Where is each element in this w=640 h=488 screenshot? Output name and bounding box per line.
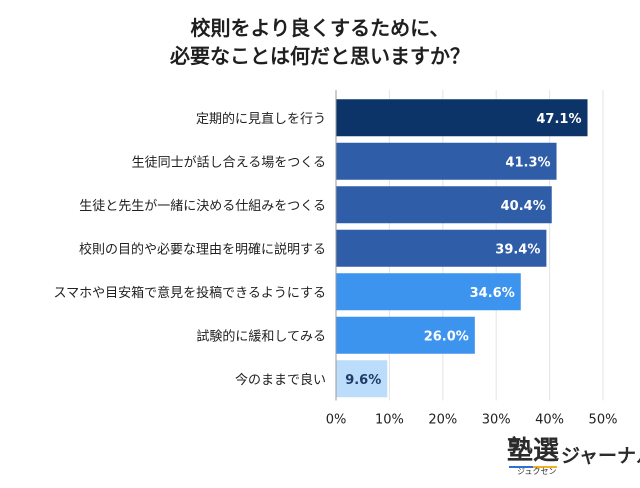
value-label-2: 40.4%	[501, 199, 546, 214]
chart-title-line-1: 校則をより良くするために、	[190, 16, 450, 40]
category-label-2: 生徒と先生が一緒に決める仕組みをつくる	[79, 199, 326, 214]
x-tick-label-4: 40%	[535, 413, 564, 428]
value-label-6: 9.6%	[345, 373, 381, 388]
value-label-5: 26.0%	[424, 329, 469, 344]
x-tick-label-2: 20%	[428, 413, 457, 428]
value-label-3: 39.4%	[495, 242, 540, 257]
category-label-5: 試験的に緩和してみる	[196, 328, 326, 344]
bar-2	[336, 186, 552, 224]
logo-underline	[509, 466, 557, 468]
logo-kana: ジャーナル	[561, 445, 640, 467]
chart-title-line-2: 必要なことは何だと思いますか？	[170, 44, 470, 68]
bar-6	[336, 360, 388, 398]
logo-kanji: 塾選	[507, 436, 560, 466]
category-label-6: 今のままで良い	[235, 372, 326, 388]
brand-logo: 塾選 ジュクセン ジャーナル	[505, 436, 640, 482]
chart-title: 校則をより良くするために、 必要なことは何だと思いますか？	[0, 14, 640, 70]
bar-1	[336, 142, 557, 180]
bar-3	[336, 229, 547, 267]
bar-5	[336, 316, 475, 354]
category-label-3: 校則の目的や必要な理由を明確に説明する	[79, 241, 326, 257]
logo-reading: ジュクセン	[517, 467, 557, 476]
x-tick-label-5: 50%	[589, 413, 618, 428]
category-label-4: スマホや目安箱で意見を投稿できるようにする	[54, 285, 326, 301]
x-tick-label-3: 30%	[482, 413, 511, 428]
bar-4	[336, 273, 521, 311]
value-label-4: 34.6%	[470, 286, 515, 301]
bar-0	[336, 99, 588, 137]
x-tick-label-0: 0%	[326, 413, 347, 428]
value-label-0: 47.1%	[536, 112, 581, 127]
category-label-0: 定期的に見直しを行う	[196, 111, 326, 127]
x-tick-label-1: 10%	[375, 413, 404, 428]
value-label-1: 41.3%	[505, 155, 550, 170]
category-label-1: 生徒同士が話し合える場をつくる	[132, 154, 326, 170]
